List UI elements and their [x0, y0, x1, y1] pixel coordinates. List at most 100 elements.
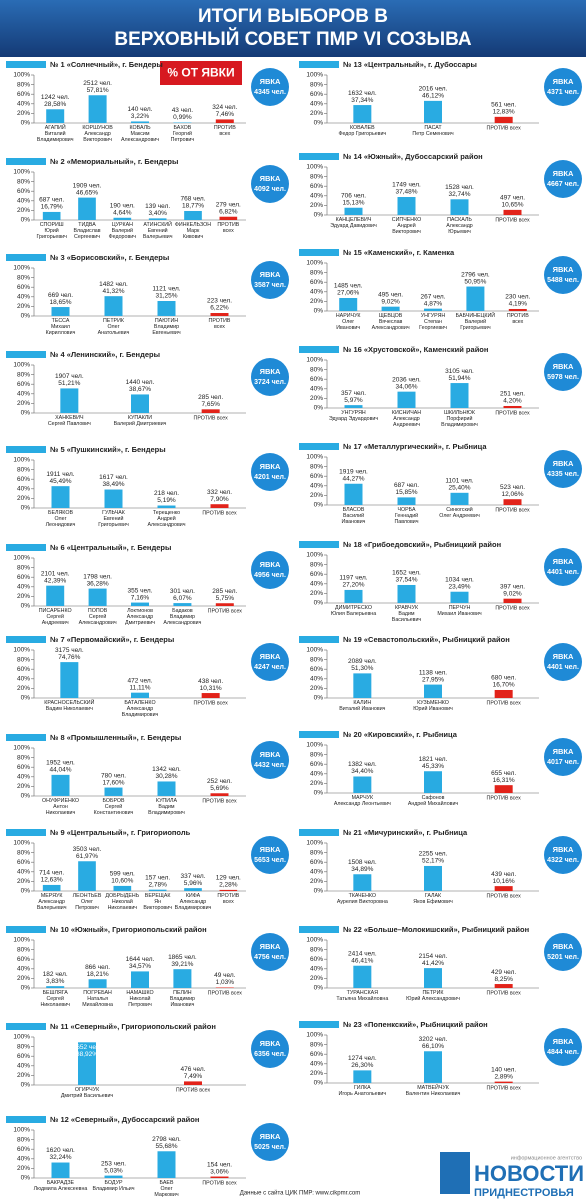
- bar: [157, 301, 176, 316]
- bar: [51, 486, 70, 508]
- chart-title: № 11 «Северный», Григориопольский район: [50, 1022, 216, 1031]
- y-tick-label: 60%: [310, 761, 323, 768]
- bar: [157, 1151, 176, 1178]
- value-label: 3,40%: [148, 210, 167, 217]
- turnout-value: 4401 чел.: [547, 569, 579, 576]
- x-tick-label: КУПАКЛИ Валерий Дмитриевич: [114, 415, 167, 427]
- bar: [46, 585, 65, 606]
- vote-label: 1485 чел.: [334, 283, 363, 290]
- x-tick-label: ЧОРБА Геннадий Павлович: [394, 507, 418, 525]
- x-tick-label: ПОГРЕБАН Наталья Михайловна: [82, 990, 113, 1008]
- bar: [450, 383, 469, 408]
- value-label: 3,83%: [46, 978, 65, 985]
- chart-title: № 3 «Борисовский», г. Бендеры: [50, 253, 169, 262]
- x-tick-label: ПЕЛИН Владимир Иванович: [170, 990, 195, 1008]
- turnout-value: 6356 чел.: [254, 1051, 286, 1058]
- vote-label: 2798 чел.: [152, 1136, 181, 1143]
- turnout-label: ЯВКА: [553, 942, 574, 951]
- turnout-value: 4092 чел.: [254, 186, 286, 193]
- bar: [397, 584, 416, 603]
- value-label: 37,34%: [351, 97, 373, 104]
- x-tick-label: ОГИРЧУК Дмитрий Васильевич: [61, 1087, 114, 1099]
- y-tick-label: 0%: [314, 985, 324, 992]
- turnout-label: ЯВКА: [553, 459, 574, 468]
- vote-label: 429 чел.: [491, 969, 516, 976]
- value-label: 15,13%: [342, 199, 364, 206]
- x-tick-label: БОБРОВ Сергей Константинович: [94, 798, 134, 816]
- logo-sub: ПРИДНЕСТРОВЬЯ: [474, 1187, 574, 1199]
- turnout-circle: [544, 450, 582, 488]
- value-label: 5,75%: [216, 595, 235, 602]
- vote-label: 1242 чел.: [41, 94, 70, 101]
- turnout-circle: [251, 643, 289, 681]
- vote-label: 768 чел.: [180, 196, 205, 203]
- value-label: 12,63%: [41, 877, 63, 884]
- y-tick-label: 60%: [17, 859, 30, 866]
- y-tick-label: 0%: [21, 888, 31, 895]
- y-tick-label: 40%: [17, 101, 30, 108]
- turnout-value: 4401 чел.: [547, 664, 579, 671]
- value-label: 51,21%: [58, 380, 80, 387]
- x-tick-label: ПРОТИВ всех: [487, 990, 522, 996]
- vote-label: 2512 чел.: [83, 80, 112, 87]
- turnout-circle: [251, 836, 289, 874]
- y-tick-label: 60%: [310, 1051, 323, 1058]
- vote-label: 139 чел.: [145, 203, 170, 210]
- vote-label: 43 чел.: [172, 107, 194, 114]
- value-label: 6,22%: [210, 305, 229, 312]
- vote-label: 190 чел.: [110, 202, 135, 209]
- turnout-value: 4322 чел.: [547, 857, 579, 864]
- vote-label: 497 чел.: [500, 195, 525, 202]
- value-label: 39,21%: [171, 961, 193, 968]
- x-tick-label: ФИНКЕЛЬЗОН Марк Кивович: [175, 222, 211, 240]
- y-tick-label: 40%: [17, 869, 30, 876]
- bar: [215, 119, 234, 123]
- vote-label: 866 чел.: [85, 964, 110, 971]
- vote-label: 2796 чел.: [461, 271, 490, 278]
- y-tick-label: 80%: [310, 561, 323, 568]
- vote-label: 267 чел.: [420, 293, 445, 300]
- y-tick-label: 40%: [17, 676, 30, 683]
- y-tick-label: 80%: [310, 463, 323, 470]
- vote-label: 1919 чел.: [339, 468, 368, 475]
- bar: [201, 409, 220, 413]
- vote-label: 472 чел.: [127, 677, 152, 684]
- title-marker: [299, 636, 339, 643]
- bar: [210, 313, 229, 316]
- y-tick-label: 0%: [314, 405, 324, 412]
- vote-label: 1821 чел.: [419, 756, 448, 763]
- bar: [503, 598, 522, 603]
- value-label: 44,27%: [342, 475, 364, 482]
- turnout-value: 5201 чел.: [547, 954, 579, 961]
- note-box: [160, 61, 242, 85]
- y-tick-label: 100%: [13, 745, 30, 752]
- turnout-value: 4201 чел.: [254, 474, 286, 481]
- bar: [344, 483, 363, 505]
- x-tick-label: Терещенко Андрей Александрович: [148, 510, 186, 528]
- bar: [503, 209, 522, 215]
- bar: [173, 603, 192, 606]
- x-tick-label: МАРЧУК Александр Леонтьевич: [334, 795, 391, 807]
- x-tick-label: КИФА Александр Владимирович: [175, 893, 212, 911]
- y-tick-label: 100%: [306, 454, 323, 461]
- x-tick-label: ПРОТИВ всех: [217, 893, 239, 905]
- y-tick-label: 0%: [21, 410, 31, 417]
- value-label: 41,32%: [102, 288, 124, 295]
- x-tick-label: ПРОТИВ всех: [495, 410, 530, 416]
- vote-label: 2154 чел.: [419, 953, 448, 960]
- value-label: 4,64%: [113, 209, 132, 216]
- x-tick-label: Сафонов Андрей Михайлович: [408, 795, 459, 807]
- vote-label: 157 чел.: [145, 874, 170, 881]
- y-tick-label: 40%: [17, 391, 30, 398]
- title-marker: [6, 544, 46, 551]
- bar: [424, 968, 442, 988]
- vote-label: 337 чел.: [180, 873, 205, 880]
- value-label: 2,78%: [148, 881, 167, 888]
- note: % ОТ ЯВКИ: [167, 66, 234, 80]
- bar: [424, 308, 442, 311]
- y-tick-label: 0%: [314, 600, 324, 607]
- vote-label: 2016 чел.: [419, 86, 448, 93]
- vote-label: 2255 чел.: [419, 851, 448, 858]
- vote-label: 1440 чел.: [126, 379, 155, 386]
- title-marker: [299, 1021, 339, 1028]
